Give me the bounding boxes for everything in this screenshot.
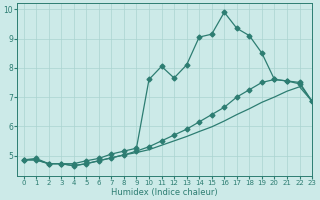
X-axis label: Humidex (Indice chaleur): Humidex (Indice chaleur) <box>111 188 218 197</box>
